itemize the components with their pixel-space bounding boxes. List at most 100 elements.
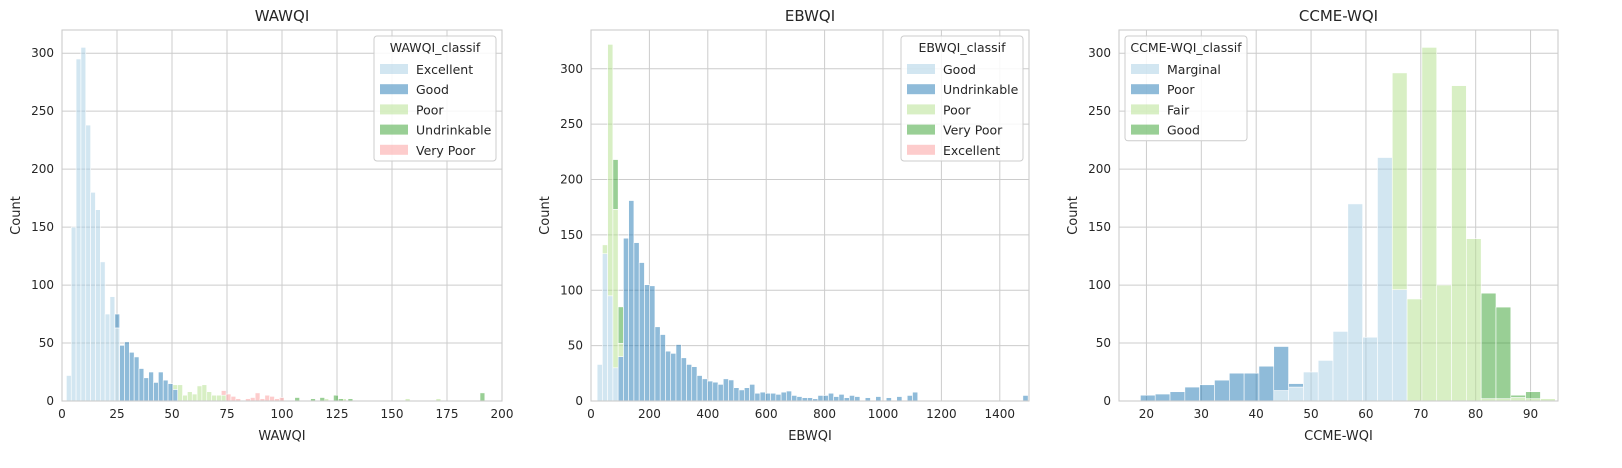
legend-title: WAWQI_classif <box>390 40 481 55</box>
histogram-bar <box>875 396 882 402</box>
y-tick-label: 150 <box>560 228 583 242</box>
x-tick-label: 600 <box>755 407 778 421</box>
histogram-bar <box>670 353 677 402</box>
histogram-bar <box>187 391 193 402</box>
histogram-bar <box>196 385 203 402</box>
histogram-bar <box>109 296 116 402</box>
histogram-bar <box>665 350 672 402</box>
histogram-bar <box>1421 47 1438 402</box>
histogram-bar <box>114 313 120 329</box>
histogram-bar <box>849 395 855 402</box>
y-tick-label: 200 <box>560 173 583 187</box>
y-tick-label: 0 <box>575 394 583 408</box>
legend-entry-label: Marginal <box>1167 62 1221 77</box>
legend-swatch <box>380 124 408 135</box>
histogram-bar <box>1184 386 1200 402</box>
y-tick-label: 250 <box>560 117 583 131</box>
y-tick-label: 100 <box>560 283 583 297</box>
histogram-bar <box>817 395 824 402</box>
histogram-bar <box>1228 372 1245 402</box>
x-tick-label: 100 <box>271 407 294 421</box>
histogram-bar <box>75 58 82 402</box>
histogram-bar <box>66 375 72 402</box>
histogram-bar <box>95 209 101 402</box>
legend-swatch <box>907 84 935 95</box>
histogram-bar <box>1466 238 1482 402</box>
histogram-bar <box>707 380 714 402</box>
x-tick-label: 70 <box>1413 407 1428 421</box>
histogram-bar <box>129 352 135 402</box>
histogram-bar <box>743 387 750 402</box>
chart-title: WAWQI <box>255 7 310 25</box>
histogram-bar <box>220 390 227 396</box>
legend-entry-label: Very Poor <box>943 123 1003 138</box>
chart-panel-3: 20 30 40 50 60 70 80 90 0 50 100 150 200 250 300 CCME-W… <box>1066 7 1559 444</box>
x-tick-label: 80 <box>1468 407 1483 421</box>
x-tick-label: 1200 <box>926 407 957 421</box>
histogram-bar <box>90 192 96 402</box>
chart-title: CCME-WQI <box>1299 7 1378 25</box>
histogram-bar <box>617 356 624 402</box>
histogram-bar <box>828 392 834 402</box>
histogram-bar <box>333 394 339 402</box>
histogram-bar <box>177 384 183 402</box>
histogram-bar <box>104 313 111 402</box>
histogram-bar <box>1495 306 1512 399</box>
histogram-bar <box>749 384 756 402</box>
x-tick-label: 400 <box>696 407 719 421</box>
histogram-bar <box>138 368 145 402</box>
histogram-bar <box>649 285 656 402</box>
histogram-bar <box>1436 284 1452 402</box>
histogram-bar <box>1480 292 1497 399</box>
histogram-bar <box>211 394 217 402</box>
histogram-bar <box>1169 391 1186 402</box>
histogram-bar <box>617 343 624 358</box>
y-tick-label: 100 <box>1088 278 1111 292</box>
y-tick-label: 250 <box>1088 104 1111 118</box>
histogram-bar <box>1154 393 1171 402</box>
histogram-bar <box>1362 336 1378 402</box>
histogram-bar <box>1451 85 1467 402</box>
x-tick-label: 60 <box>1358 407 1373 421</box>
y-axis-label: Count <box>9 196 24 235</box>
histogram-bar <box>659 334 666 402</box>
histogram-bar <box>230 396 237 402</box>
histogram-bar <box>612 367 619 402</box>
x-tick-label: 25 <box>109 407 124 421</box>
histogram-bar <box>148 371 154 402</box>
histogram-bar <box>1303 371 1319 402</box>
histogram-bar <box>254 392 261 402</box>
legend-entry-label: Excellent <box>943 143 1000 158</box>
y-tick-label: 300 <box>560 62 583 76</box>
histogram-bar <box>854 396 861 402</box>
x-tick-label: 75 <box>219 407 234 421</box>
plot-frame <box>1118 29 1559 402</box>
x-tick-label: 50 <box>164 407 179 421</box>
histogram-bar <box>791 395 798 402</box>
legend-entry-label: Good <box>1167 123 1200 138</box>
x-axis-label: EBWQI <box>788 429 832 444</box>
y-tick-label: 50 <box>39 336 54 350</box>
x-tick-label: 1000 <box>868 407 899 421</box>
x-tick-label: 90 <box>1523 407 1538 421</box>
histogram-bar <box>1288 386 1304 402</box>
histogram-bar <box>786 390 792 402</box>
x-tick-label: 50 <box>1303 407 1318 421</box>
x-tick-label: 800 <box>813 407 836 421</box>
histogram-bar <box>722 378 729 402</box>
histogram-bar <box>691 366 698 402</box>
x-axis-label: WAWQI <box>258 429 305 444</box>
legend-entry-label: Poor <box>1167 82 1195 97</box>
histogram-bar <box>612 209 619 369</box>
histogram-bar <box>1391 72 1408 291</box>
histogram-bar <box>759 391 766 402</box>
histogram-bar <box>628 200 635 402</box>
histogram-bar <box>1273 346 1289 391</box>
histogram-bar <box>838 394 845 402</box>
histogram-bar <box>1199 384 1215 402</box>
legend-swatch <box>1131 124 1159 135</box>
histogram-bar <box>696 375 703 402</box>
histogram-bar <box>733 387 740 402</box>
histogram-bar <box>216 394 222 402</box>
